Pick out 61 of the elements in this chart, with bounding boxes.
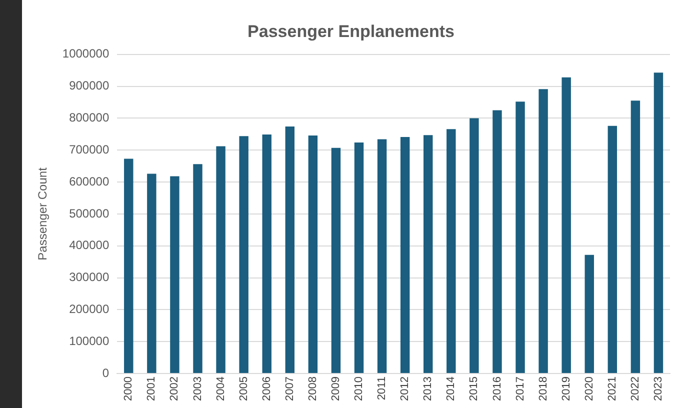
x-tick-label: 2021 — [606, 376, 618, 402]
x-tick-label: 2005 — [238, 376, 250, 402]
x-tick-label: 2008 — [306, 376, 319, 402]
y-tick-label: 0 — [102, 366, 110, 380]
bar — [193, 164, 202, 374]
y-tick-label: 700000 — [69, 142, 110, 156]
y-tick-label: 900000 — [69, 78, 110, 93]
bar — [516, 102, 525, 374]
bar — [308, 135, 318, 374]
x-tick-label: 2004 — [214, 376, 227, 402]
bar — [654, 72, 664, 374]
x-tick-label: 2018 — [537, 376, 550, 402]
y-tick-label: 1000000 — [62, 46, 110, 61]
x-tick-label: 2010 — [353, 376, 366, 402]
bar — [170, 176, 180, 374]
x-tick-label: 2013 — [422, 376, 434, 402]
bar — [608, 126, 618, 374]
bar — [239, 136, 248, 374]
y-axis-title: Passenger Count — [36, 166, 50, 260]
chart-title: Passenger Enplanements — [248, 22, 454, 41]
bar — [446, 129, 456, 374]
x-tick-label: 2007 — [284, 376, 296, 402]
bar — [538, 89, 548, 374]
bar — [331, 148, 341, 374]
bar — [354, 142, 364, 374]
bar — [216, 146, 226, 374]
bar — [124, 158, 134, 374]
y-tick-label: 500000 — [69, 206, 110, 220]
bar — [262, 134, 272, 374]
x-tick-label: 2019 — [560, 376, 572, 402]
bar — [147, 174, 156, 374]
y-tick-label: 300000 — [69, 270, 110, 284]
x-tick-label: 2023 — [652, 376, 665, 402]
bar — [630, 100, 640, 374]
x-tick-label: 2012 — [399, 376, 412, 402]
x-tick-label: 2002 — [168, 376, 181, 402]
y-tick-label: 800000 — [69, 110, 110, 125]
x-tick-label: 2001 — [146, 376, 158, 402]
x-tick-label: 2020 — [583, 376, 596, 402]
bar — [492, 110, 502, 374]
y-tick-label: 400000 — [69, 238, 110, 252]
bar — [470, 118, 479, 374]
x-tick-label: 2022 — [629, 376, 642, 402]
x-tick-label: 2015 — [468, 376, 480, 402]
y-tick-label: 600000 — [69, 174, 110, 188]
x-tick-label: 2009 — [330, 376, 342, 402]
x-tick-label: 2003 — [192, 376, 204, 402]
y-tick-label: 200000 — [69, 302, 110, 316]
bar — [584, 254, 594, 374]
bar — [562, 77, 571, 374]
x-tick-label: 2011 — [376, 376, 388, 400]
x-tick-label: 2006 — [260, 376, 273, 402]
bar — [424, 135, 433, 374]
x-tick-label: 2014 — [445, 376, 458, 402]
x-tick-label: 2016 — [491, 376, 504, 402]
x-tick-label: 2017 — [514, 376, 526, 402]
x-tick-label: 2000 — [122, 376, 135, 402]
bar — [377, 139, 387, 374]
y-tick-label: 100000 — [69, 334, 110, 348]
bar — [400, 137, 410, 374]
bar — [285, 126, 294, 374]
